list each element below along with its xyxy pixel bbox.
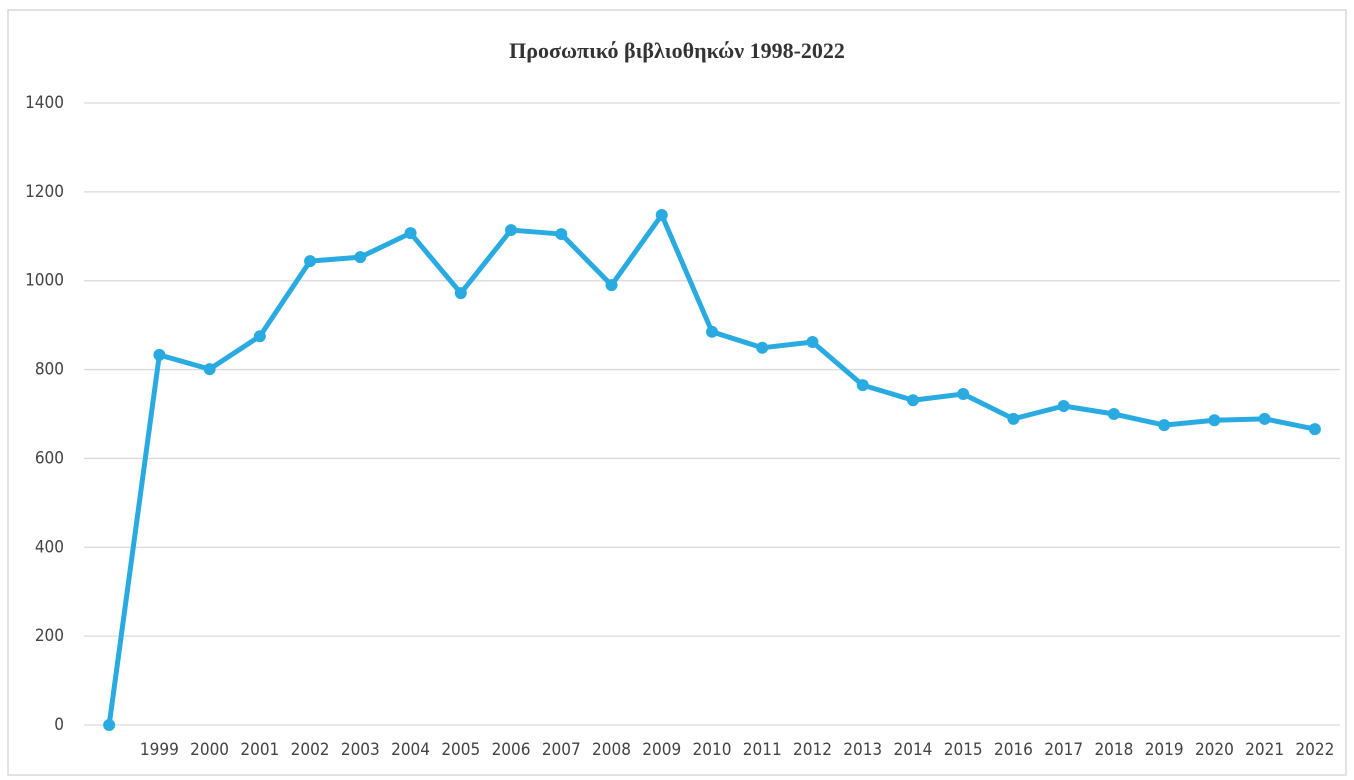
- data-point: [1208, 414, 1221, 427]
- data-point: [806, 336, 819, 349]
- x-tick-label: 2012: [793, 740, 832, 760]
- x-tick-label: 2020: [1195, 740, 1234, 760]
- data-point: [1107, 408, 1120, 420]
- x-tick-label: 2016: [994, 740, 1033, 760]
- data-point: [1158, 419, 1171, 432]
- x-tick-label: 2006: [492, 740, 531, 760]
- y-tick-label: 600: [35, 448, 64, 468]
- data-point: [906, 394, 919, 407]
- y-tick-label: 800: [35, 360, 64, 380]
- y-tick-label: 1200: [25, 182, 64, 202]
- data-point: [706, 325, 718, 338]
- y-tick-label: 1400: [25, 93, 64, 113]
- data-point: [655, 208, 668, 221]
- data-point: [856, 379, 869, 392]
- y-tick-label: 200: [35, 626, 64, 646]
- data-point: [153, 348, 166, 361]
- y-tick-label: 0: [54, 715, 64, 735]
- x-tick-label: 2009: [642, 740, 681, 760]
- x-tick-label: 2004: [391, 740, 430, 760]
- x-tick-label: 2002: [291, 740, 330, 760]
- data-point: [1057, 400, 1070, 413]
- data-point: [605, 279, 618, 292]
- x-tick-label: 2021: [1245, 740, 1284, 760]
- x-tick-label: 2017: [1044, 740, 1083, 760]
- data-point: [454, 287, 467, 300]
- x-tick-label: 2001: [240, 740, 279, 760]
- x-tick-label: 2005: [441, 740, 480, 760]
- chart-frame: [7, 9, 1347, 776]
- data-point: [103, 719, 116, 731]
- x-tick-label: 2019: [1145, 740, 1184, 760]
- x-tick-label: 2022: [1295, 740, 1334, 760]
- data-point: [957, 388, 970, 401]
- data-point: [203, 363, 216, 376]
- y-tick-label: 400: [35, 537, 64, 557]
- x-tick-label: 2007: [542, 740, 581, 760]
- data-point: [1007, 412, 1020, 425]
- data-point: [253, 330, 266, 343]
- chart-title: Προσωπικό βιβλιοθηκών 1998-2022: [509, 38, 845, 63]
- data-point: [555, 228, 568, 241]
- x-tick-label: 2018: [1094, 740, 1133, 760]
- x-tick-label: 2003: [341, 740, 380, 760]
- data-point: [304, 255, 317, 268]
- x-tick-label: 2000: [190, 740, 229, 760]
- data-point: [404, 227, 417, 240]
- x-tick-label: 1999: [140, 740, 179, 760]
- data-point: [505, 224, 518, 237]
- x-tick-label: 2011: [743, 740, 782, 760]
- y-tick-label: 1000: [25, 271, 64, 291]
- data-point: [1258, 412, 1271, 425]
- x-tick-label: 2013: [843, 740, 882, 760]
- x-tick-label: 2008: [592, 740, 631, 760]
- x-tick-label: 2010: [693, 740, 732, 760]
- data-point: [756, 341, 769, 354]
- x-tick-label: 2015: [944, 740, 983, 760]
- x-tick-label: 2014: [893, 740, 932, 760]
- data-point: [354, 251, 367, 264]
- data-point: [1308, 423, 1321, 436]
